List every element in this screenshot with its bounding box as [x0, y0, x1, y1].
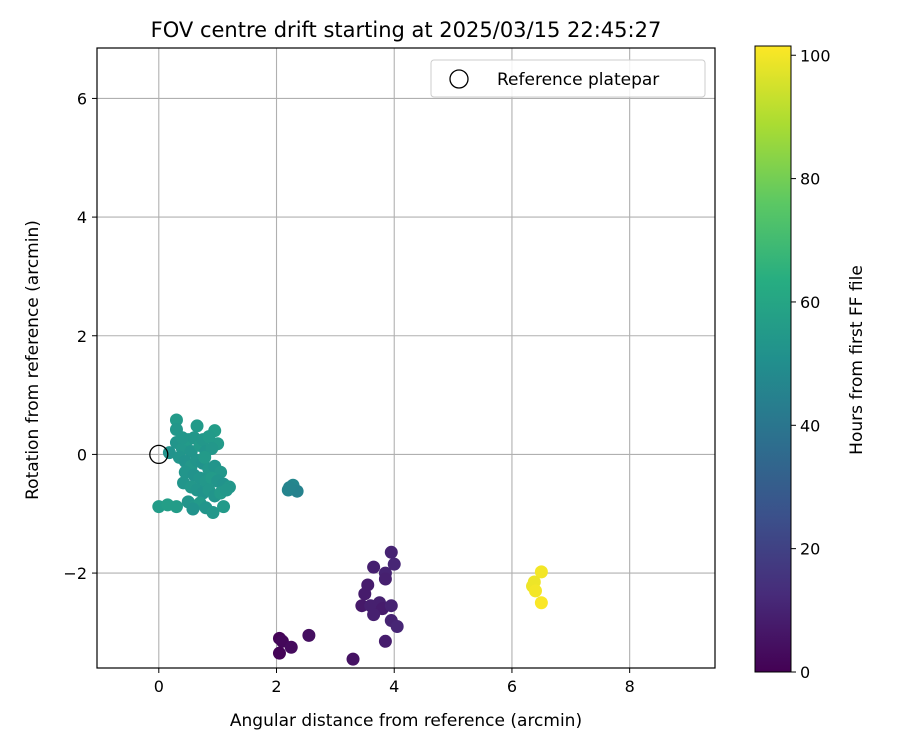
colorbar-tick-label: 20: [800, 540, 820, 559]
y-tick-label: 4: [77, 208, 87, 227]
y-tick-label: −2: [63, 564, 87, 583]
data-point: [219, 483, 233, 497]
data-point: [367, 608, 381, 622]
colorbar-tick-label: 60: [800, 293, 820, 312]
x-tick-label: 6: [507, 677, 517, 696]
y-tick-label: 6: [77, 89, 87, 108]
data-point: [272, 646, 286, 660]
data-point: [534, 565, 548, 579]
data-point: [169, 500, 183, 514]
data-point: [367, 560, 381, 574]
y-axis-ticks: −2 0 2 4 6: [63, 89, 97, 583]
colorbar-tick-label: 80: [800, 170, 820, 189]
x-tick-label: 8: [625, 677, 635, 696]
y-tick-label: 2: [77, 327, 87, 346]
reference-layer: [149, 444, 169, 465]
data-point: [186, 502, 200, 516]
colorbar-tick-label: 40: [800, 416, 820, 435]
data-point: [282, 481, 296, 495]
data-point: [384, 545, 398, 559]
colorbar-tick-label: 0: [800, 663, 810, 682]
data-point: [198, 450, 212, 464]
grid-lines: [97, 48, 715, 668]
colorbar-gradient: [754, 45, 792, 673]
data-point: [190, 419, 204, 433]
data-point: [217, 500, 231, 514]
data-point: [284, 640, 298, 654]
data-point: [384, 599, 398, 613]
x-axis-ticks: 0 2 4 6 8: [154, 668, 635, 696]
data-point: [390, 619, 404, 633]
data-point: [346, 652, 360, 666]
legend-reference-marker: [449, 69, 469, 89]
y-axis-label: Rotation from reference (arcmin): [23, 220, 43, 500]
legend-reference-label: Reference platepar: [497, 70, 659, 90]
x-axis-label: Angular distance from reference (arcmin): [230, 711, 582, 731]
x-tick-label: 0: [154, 677, 164, 696]
data-point: [534, 596, 548, 610]
data-point: [528, 584, 542, 598]
plot-frame: [96, 47, 716, 669]
data-point: [358, 587, 372, 601]
data-point: [205, 441, 219, 455]
colorbar: 0 20 40 60 80 100 Hours from first FF file: [754, 45, 867, 682]
legend: Reference platepar: [430, 59, 706, 98]
data-point: [387, 557, 401, 571]
x-tick-label: 2: [271, 677, 281, 696]
data-point: [169, 413, 183, 427]
data-points: [152, 413, 548, 666]
data-point: [202, 430, 216, 444]
colorbar-ticks: 0 20 40 60 80 100: [791, 46, 831, 682]
colorbar-tick-label: 100: [800, 46, 831, 65]
x-tick-label: 4: [389, 677, 399, 696]
y-tick-label: 0: [77, 445, 87, 464]
data-point: [175, 431, 189, 445]
colorbar-label: Hours from first FF file: [847, 265, 867, 455]
data-point: [206, 506, 220, 520]
data-point: [378, 634, 392, 648]
chart-title: FOV centre drift starting at 2025/03/15 …: [151, 18, 662, 42]
data-point: [378, 572, 392, 586]
data-point: [302, 628, 316, 642]
reference-platepar-marker: [149, 444, 169, 465]
legend-box: [430, 59, 706, 98]
